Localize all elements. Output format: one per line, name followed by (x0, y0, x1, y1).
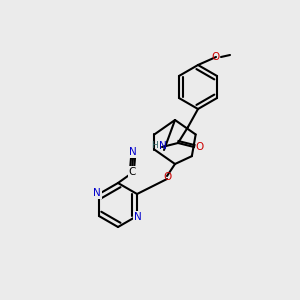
Text: N: N (93, 188, 101, 198)
Text: C: C (128, 167, 136, 177)
Text: H: H (152, 140, 158, 149)
Text: N: N (134, 212, 142, 222)
Text: O: O (212, 52, 220, 62)
Text: O: O (195, 142, 203, 152)
Text: N: N (159, 141, 167, 151)
Text: O: O (163, 172, 171, 182)
Text: N: N (129, 147, 137, 157)
